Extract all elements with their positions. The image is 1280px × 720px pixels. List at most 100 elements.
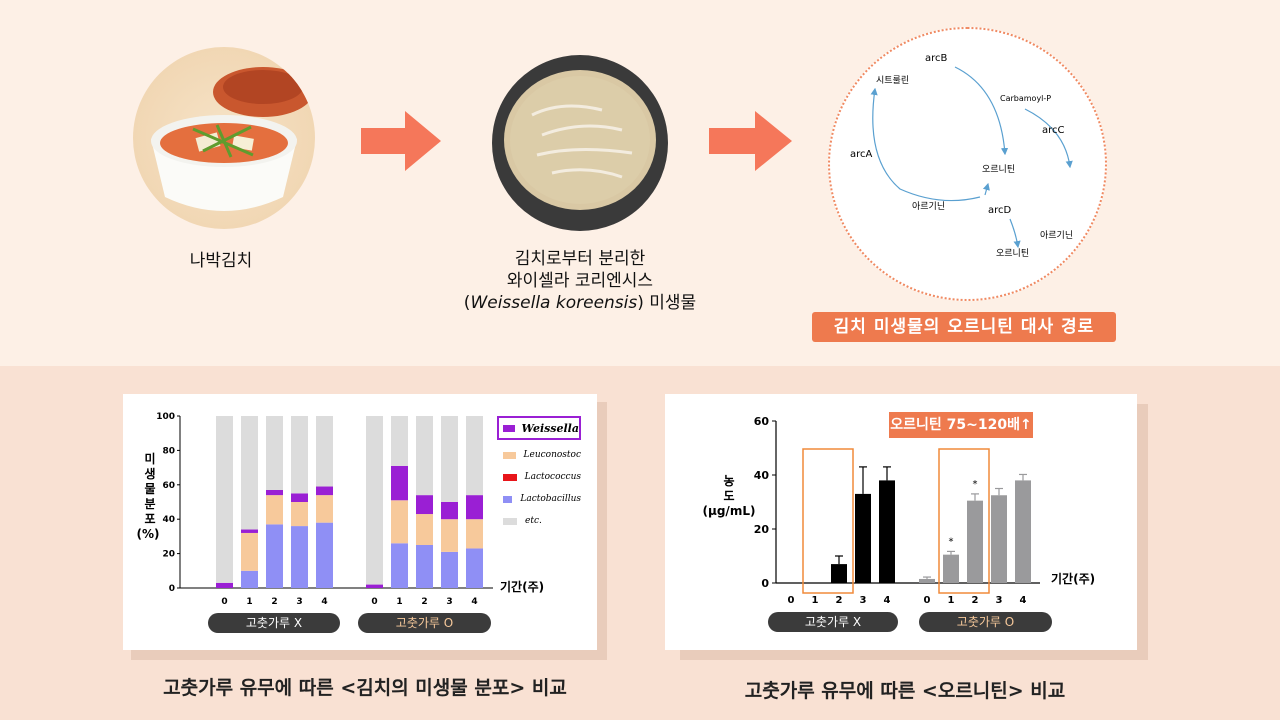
legend-swatch-weissella <box>503 424 516 432</box>
weissella-label-line2: 와이셀라 코리엔시스 <box>506 271 654 291</box>
chart2-x-tick-label: 2 <box>836 595 843 606</box>
chart1-bar-leuconostoc <box>441 519 458 552</box>
ornithine-center-label: 오르니틴 <box>982 165 1016 175</box>
chart2-bar <box>967 500 983 583</box>
chart2-bar <box>831 564 847 583</box>
pathway-title: 김치 미생물의 오르니틴 대사 경로 <box>812 312 1116 342</box>
legend-weissella: Weissella <box>521 421 579 435</box>
chart2-x-tick-label: 0 <box>924 595 931 606</box>
chart2-x-tick-label: 3 <box>860 595 867 606</box>
chart1-bar-leuconostoc <box>291 502 308 527</box>
chart1-bar-lactobacillus <box>241 570 258 588</box>
chart1-bar-etc <box>441 416 458 502</box>
chart1-y-tick-label: 80 <box>162 446 175 456</box>
legend-etc: etc. <box>525 516 542 526</box>
paren-open: ( <box>463 293 471 313</box>
significance-star: * <box>949 536 954 547</box>
ornithine-out-label: 오르니틴 <box>996 249 1030 259</box>
ornithine-callout: 오르니틴 75~120배↑ <box>889 412 1033 438</box>
chart2-x-tick-label: 4 <box>884 595 891 606</box>
chart1-bar-leuconostoc <box>266 495 283 525</box>
chart1-xlabel: 기간(주) <box>500 580 545 594</box>
chart1-x-tick-label: 3 <box>446 597 452 607</box>
species-name: Weissella koreensis <box>470 293 638 313</box>
chart1-bar-lactobacillus <box>266 524 283 588</box>
chart1-bar-weissella <box>416 495 433 515</box>
arrow-right-icon <box>361 111 441 171</box>
chart2-x-tick-label: 1 <box>812 595 819 606</box>
chart1-bar-etc <box>466 416 483 496</box>
chart1-bar-leuconostoc <box>391 500 408 544</box>
chart1-bar-weissella <box>466 495 483 520</box>
chart1-bar-weissella <box>291 493 308 502</box>
chart2-x-tick-label: 0 <box>788 595 795 606</box>
paren-close-microbe: ) 미생물 <box>637 293 697 313</box>
significance-star: * <box>973 479 978 490</box>
chart1-y-tick-label: 100 <box>156 412 175 422</box>
chart1-bar-weissella <box>216 582 233 588</box>
chart1-bar-weissella <box>241 529 258 533</box>
chart1-y-tick-label: 60 <box>162 481 175 491</box>
carbamoyl-label: Carbamoyl-P <box>1000 94 1052 103</box>
chart2-caption: 고춧가루 유무에 따른 <오르니틴> 비교 <box>744 680 1066 702</box>
legend-swatch-leuconostoc <box>503 451 516 459</box>
legend-leuconostoc: Leuconostoc <box>523 450 581 460</box>
chart2-x-tick-label: 1 <box>948 595 955 606</box>
chart1-caption: 고춧가루 유무에 따른 <김치의 미생물 분포> 비교 <box>163 677 567 699</box>
chart2-panel: 60 40 20 0 0 1 2 3 4 0 1 2 3 4 * * 농 도 (μg/mL) 기간(주) 고춧… <box>665 394 1137 650</box>
chart2-bar <box>919 578 935 583</box>
chart1-ylabel: 미 생 물 분 포 (%) <box>136 452 160 541</box>
kimchi-image <box>133 47 315 229</box>
chart1-bar-etc <box>291 416 308 494</box>
arcA-label: arcA <box>850 149 873 160</box>
chart1-bar-leuconostoc <box>416 514 433 545</box>
highlight-box-group-x <box>802 448 854 594</box>
chart1-bar-etc <box>416 416 433 496</box>
chart2-xlabel: 기간(주) <box>1051 572 1096 586</box>
chart2-y-tick-label: 0 <box>761 577 769 590</box>
chart2-bar <box>1015 480 1031 583</box>
chart1-bar-leuconostoc <box>466 519 483 549</box>
chart1-x-tick-label: 1 <box>396 597 402 607</box>
chart1-y-tick-label: 0 <box>169 584 175 594</box>
chart1-bar-etc <box>391 416 408 466</box>
chart2-bar <box>943 554 959 583</box>
chart1-y-tick-label: 40 <box>162 515 175 525</box>
chart1-bar-etc <box>316 416 333 487</box>
chart2-x-tick-label: 3 <box>996 595 1003 606</box>
chart1-bar-lactobacillus <box>391 543 408 588</box>
chart2-y-tick-label: 40 <box>754 469 770 482</box>
chart1-bar-leuconostoc <box>241 532 258 571</box>
legend-swatch-etc <box>503 517 517 525</box>
chart1-bar-etc <box>266 416 283 490</box>
weissella-label-line1: 김치로부터 분리한 <box>514 249 646 269</box>
legend-lactococcus: Lactococcus <box>524 472 581 482</box>
chart1-x-tick-label: 0 <box>221 597 227 607</box>
chart1-x-tick-label: 2 <box>271 597 277 607</box>
chart2-group-o-label: 고춧가루 O <box>919 612 1052 632</box>
chart1-x-tick-label: 1 <box>246 597 252 607</box>
chart2-bar <box>855 493 871 583</box>
chart1-bar-lactobacillus <box>441 551 458 588</box>
chart2-y-tick-label: 20 <box>754 523 770 536</box>
chart2-x-tick-label: 4 <box>1020 595 1027 606</box>
petri-dish-image <box>492 55 668 231</box>
chart1-bar-etc <box>216 416 233 583</box>
arginine-out-label: 아르기닌 <box>1040 231 1074 241</box>
legend-swatch-lactobacillus <box>503 495 513 503</box>
chart2-bar <box>991 495 1007 583</box>
chart1-panel: 100 80 60 40 20 0 0 1 2 3 4 0 1 2 3 4 미 생 물 분 포 (%) 기간(… <box>123 394 597 650</box>
chart2-group-x-label: 고춧가루 X <box>768 612 898 632</box>
chart1-x-tick-label: 2 <box>421 597 427 607</box>
chart1-bar-lactobacillus <box>416 545 433 588</box>
arcC-label: arcC <box>1042 125 1065 136</box>
kimchi-label: 나박김치 <box>189 251 253 271</box>
chart1-bar-weissella <box>266 489 283 496</box>
arrow-right-icon <box>709 111 792 171</box>
chart1-bar-lactobacillus <box>466 548 483 588</box>
arcD-label: arcD <box>988 205 1012 216</box>
chart1-x-tick-label: 4 <box>321 597 327 607</box>
highlight-box-group-o <box>938 448 990 594</box>
